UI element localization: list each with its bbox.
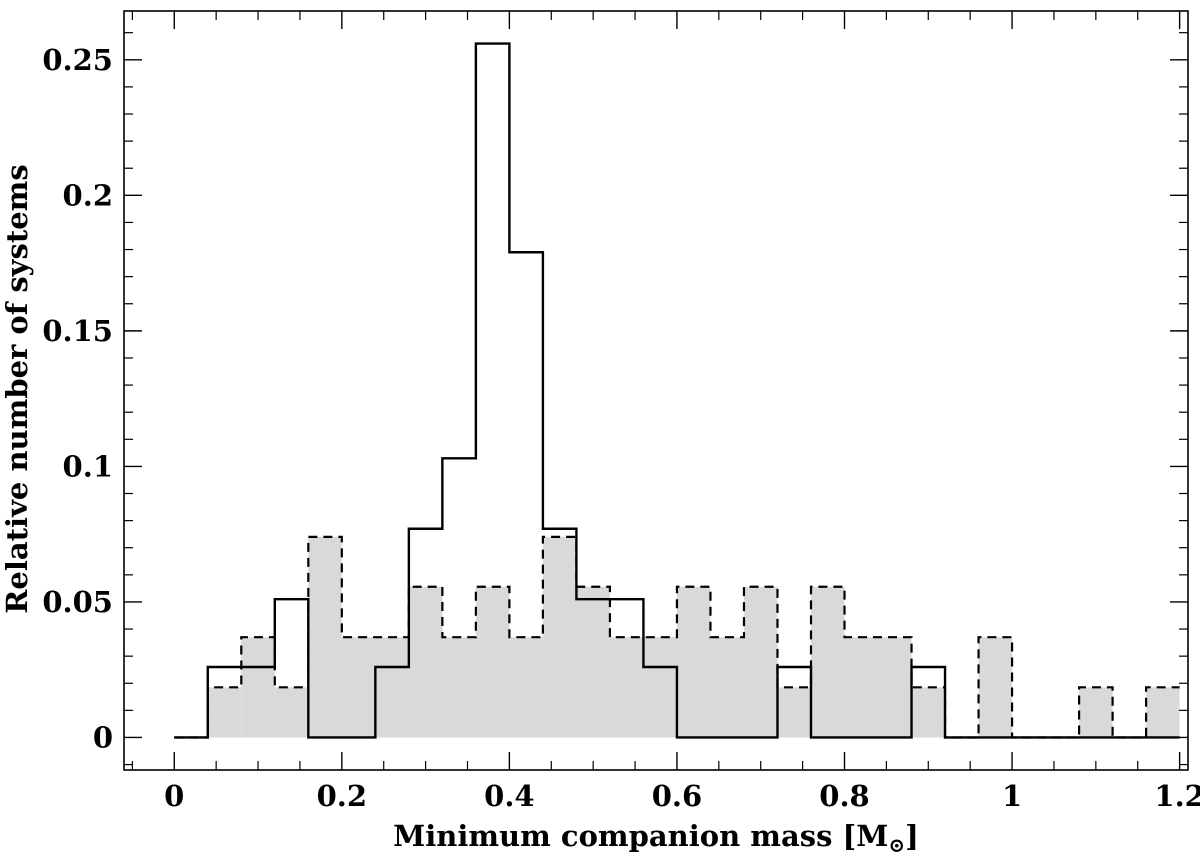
dashed-series-bar — [911, 687, 946, 738]
dashed-series-bar — [1079, 687, 1113, 738]
dashed-series-bar — [341, 637, 376, 738]
x-tick-label: 0.4 — [484, 779, 534, 813]
dashed-series-bar — [643, 637, 677, 738]
dashed-series-bar — [810, 586, 845, 738]
dashed-series-bar — [844, 637, 879, 738]
dashed-series-bar — [609, 637, 644, 738]
y-tick-label: 0.15 — [42, 314, 113, 348]
dashed-series-bar — [743, 586, 778, 738]
dashed-series-bar — [207, 687, 242, 738]
dashed-series-bar — [509, 637, 543, 738]
dashed-series-bar — [1146, 687, 1180, 738]
dashed-series-bar — [475, 586, 510, 738]
dashed-series-bar — [542, 536, 577, 738]
dashed-series-bar — [408, 586, 443, 738]
dashed-series-bar — [241, 637, 275, 738]
dashed-series-bars — [207, 536, 1180, 738]
y-tick-label: 0.1 — [63, 449, 113, 483]
y-tick-labels: 0 0.05 0.1 0.15 0.2 0.25 — [42, 43, 113, 755]
dashed-series-bar — [777, 687, 811, 738]
dashed-series-bar — [676, 586, 711, 738]
y-tick-label: 0.2 — [63, 178, 113, 212]
y-axis-title: Relative number of systems — [0, 164, 34, 613]
dashed-series-line — [174, 535, 1180, 739]
x-axis-title-close: ] — [905, 819, 919, 853]
x-axis-title-main: Minimum companion mass [M — [393, 819, 888, 853]
dashed-series-bar — [576, 586, 610, 738]
dashed-series-bar — [710, 637, 744, 738]
x-tick-label: 0.8 — [819, 779, 869, 813]
dashed-series-outline — [174, 535, 1180, 739]
dashed-series-bar — [878, 637, 912, 738]
dashed-series-bar — [274, 687, 309, 738]
dashed-series-bar — [375, 637, 409, 738]
x-tick-label: 1.2 — [1154, 779, 1200, 813]
dashed-series-bar — [978, 637, 1013, 738]
x-tick-label: 0.6 — [652, 779, 702, 813]
plot-frame — [123, 10, 1189, 771]
x-tick-label: 1 — [1002, 779, 1022, 813]
y-tick-label: 0 — [93, 720, 113, 754]
x-tick-labels: 0 0.2 0.4 0.6 0.8 1 1.2 — [164, 779, 1200, 813]
axis-ticks — [124, 11, 1188, 770]
dashed-series-bar — [442, 637, 476, 738]
x-axis-title-subscript: ⊙ — [888, 833, 905, 856]
x-tick-label: 0 — [164, 779, 184, 813]
y-tick-label: 0.05 — [42, 585, 113, 619]
x-tick-label: 0.2 — [317, 779, 367, 813]
x-axis-title: Minimum companion mass [M⊙] — [393, 819, 919, 856]
solid-series-line — [174, 42, 1180, 739]
y-tick-label: 0.25 — [42, 43, 113, 77]
dashed-series-bar — [308, 536, 342, 738]
solid-series-outline — [174, 42, 1180, 739]
